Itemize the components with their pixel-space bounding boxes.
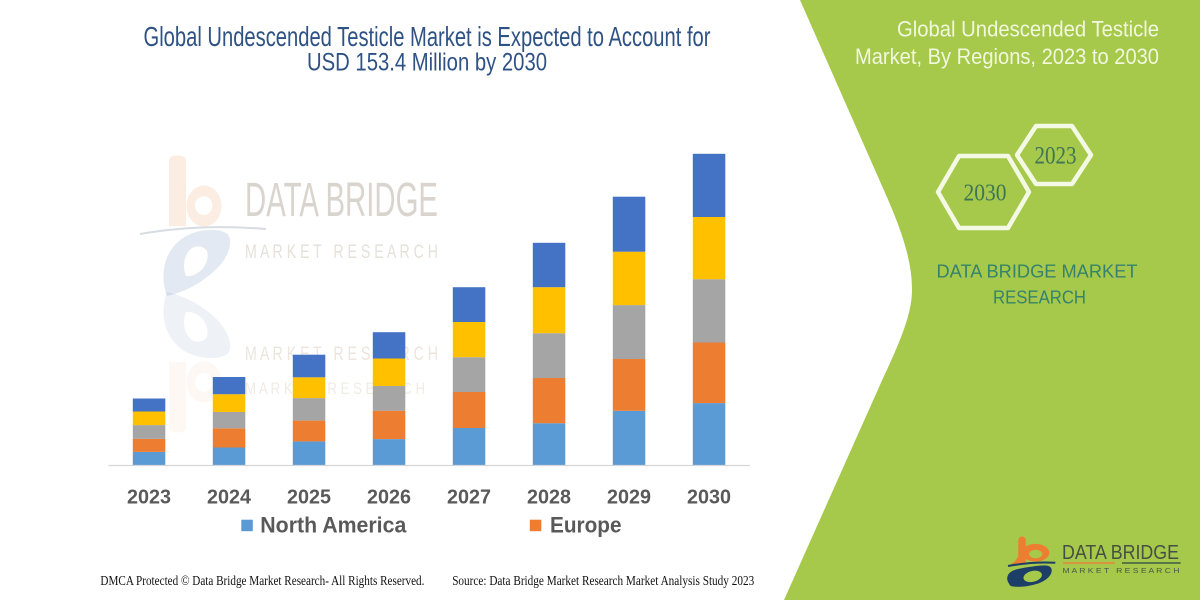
svg-text:North America: North America	[260, 513, 407, 538]
svg-text:2030: 2030	[687, 487, 731, 509]
svg-text:2023: 2023	[1035, 143, 1077, 170]
svg-text:DATA BRIDGE: DATA BRIDGE	[245, 174, 438, 227]
svg-text:2030: 2030	[964, 180, 1007, 207]
svg-text:2028: 2028	[527, 487, 571, 509]
svg-text:M A R K E T R E S E A R C H: M A R K E T R E S E A R C H	[1063, 566, 1180, 575]
svg-text:M A R K E T R E S E A R C H: M A R K E T R E S E A R C H	[245, 344, 438, 365]
svg-text:DMCA Protected © Data Bridge M: DMCA Protected © Data Bridge Market Rese…	[100, 573, 424, 588]
svg-text:2025: 2025	[287, 487, 331, 509]
svg-text:Global Undescended Testicle: Global Undescended Testicle	[897, 17, 1159, 42]
svg-text:2029: 2029	[607, 487, 651, 509]
svg-text:2027: 2027	[447, 487, 491, 509]
svg-text:DATA BRIDGE: DATA BRIDGE	[1062, 541, 1179, 564]
svg-text:DATA BRIDGE MARKET: DATA BRIDGE MARKET	[937, 261, 1138, 282]
svg-text:Market, By Regions, 2023 to 20: Market, By Regions, 2023 to 2030	[855, 44, 1159, 69]
svg-text:Source: Data Bridge Market Res: Source: Data Bridge Market Research Mark…	[452, 573, 754, 588]
svg-text:USD 153.4 Million by 2030: USD 153.4 Million by 2030	[307, 49, 547, 77]
svg-text:RESEARCH: RESEARCH	[993, 286, 1086, 307]
svg-text:2026: 2026	[367, 487, 411, 509]
svg-text:2023: 2023	[127, 487, 171, 509]
svg-text:2024: 2024	[207, 487, 252, 509]
svg-text:Europe: Europe	[550, 513, 622, 538]
svg-text:M A R K E T R E S E A R C H: M A R K E T R E S E A R C H	[245, 242, 438, 263]
svg-text:Global Undescended Testicle Ma: Global Undescended Testicle Market is Ex…	[144, 21, 711, 52]
